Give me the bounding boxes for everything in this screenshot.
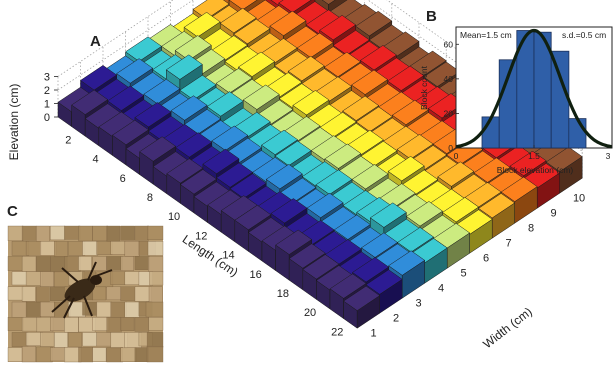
panel-b-mean-annotation: Mean=1.5 cm xyxy=(460,30,512,40)
width-tick-label: 3 xyxy=(415,298,421,310)
length-tick-label: 12 xyxy=(195,230,207,242)
z-tick-label: 3 xyxy=(44,72,50,84)
panel-c-letter: C xyxy=(7,203,18,220)
length-tick-label: 8 xyxy=(147,192,153,204)
panel-b-y-axis-title: Block count xyxy=(419,65,429,110)
panel-b-sd-annotation: s.d.=0.5 cm xyxy=(562,30,606,40)
width-tick-label: 7 xyxy=(505,238,511,250)
panel-a-z-axis-title: Elevation (cm) xyxy=(7,84,21,161)
panel-b-gaussian-curve xyxy=(455,28,613,149)
width-tick-label: 4 xyxy=(438,283,444,295)
panel-b-bars xyxy=(481,30,587,149)
length-tick-label: 22 xyxy=(331,326,343,338)
length-tick-label: 10 xyxy=(168,211,180,223)
bar-l22-w1 xyxy=(343,285,381,329)
panel-a-y-axis-title: Width (cm) xyxy=(480,304,534,351)
length-tick-label: 18 xyxy=(277,288,289,300)
panel-b-ticks: 0 20 40 60 0 1.5 3 xyxy=(444,39,613,161)
panel-b-letter: B xyxy=(426,8,437,25)
panel-a-letter: A xyxy=(90,33,101,50)
width-tick-label: 10 xyxy=(573,193,585,205)
panel-a-bars xyxy=(57,0,583,329)
histogram-bar xyxy=(550,50,570,149)
z-tick-label: 2 xyxy=(44,85,50,97)
length-tick-label: 14 xyxy=(222,250,234,262)
b-y-tick-label: 60 xyxy=(444,39,454,49)
length-tick-label: 2 xyxy=(65,134,71,146)
width-tick-label: 9 xyxy=(550,208,556,220)
b-y-tick-label: 0 xyxy=(448,143,453,153)
b-x-tick-label: 0 xyxy=(454,151,459,161)
width-tick-label: 1 xyxy=(370,328,376,340)
b-x-tick-label: 1.5 xyxy=(528,151,540,161)
b-x-tick-label: 3 xyxy=(606,151,611,161)
length-tick-label: 20 xyxy=(304,307,316,319)
length-tick-label: 16 xyxy=(250,269,262,281)
insect-image xyxy=(51,261,113,319)
histogram-bar xyxy=(568,118,587,149)
panel-b-x-axis-title: Block elevation (cm) xyxy=(497,165,574,175)
length-tick-label: 6 xyxy=(120,173,126,185)
z-tick-label: 0 xyxy=(44,112,50,124)
b-y-tick-label: 40 xyxy=(444,74,454,84)
width-tick-label: 5 xyxy=(460,268,466,280)
b-y-tick-label: 20 xyxy=(444,108,454,118)
panel-c-photo: C xyxy=(7,203,164,363)
width-tick-label: 8 xyxy=(528,223,534,235)
width-tick-label: 2 xyxy=(393,313,399,325)
width-tick-label: 6 xyxy=(483,253,489,265)
panel-c-photo-image xyxy=(7,225,164,363)
z-tick-label: 1 xyxy=(44,99,50,111)
panel-b-histogram: B 0 20 40 60 0 1.5 3 Mean=1.5 cm s.d.=0.5 cm B… xyxy=(419,8,613,175)
length-tick-label: 4 xyxy=(92,154,98,166)
